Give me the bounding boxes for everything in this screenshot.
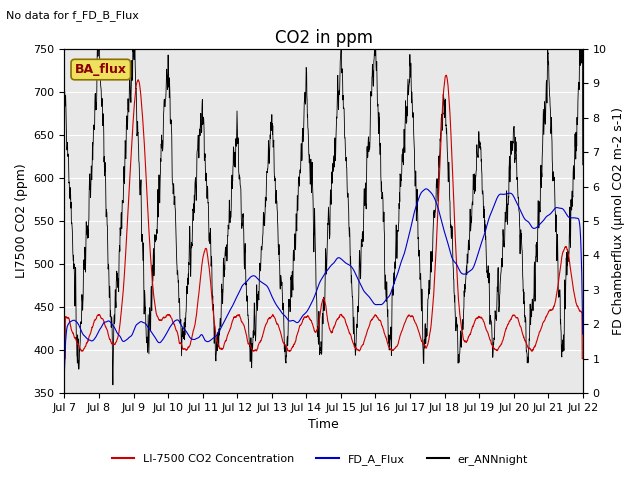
Text: BA_flux: BA_flux [75,63,127,76]
Y-axis label: FD Chamberflux (μmol CO2 m-2 s-1): FD Chamberflux (μmol CO2 m-2 s-1) [612,107,625,335]
Text: No data for f_FD_B_Flux: No data for f_FD_B_Flux [6,10,140,21]
Legend: LI-7500 CO2 Concentration, FD_A_Flux, er_ANNnight: LI-7500 CO2 Concentration, FD_A_Flux, er… [108,450,532,469]
Title: CO2 in ppm: CO2 in ppm [275,29,372,48]
Y-axis label: LI7500 CO2 (ppm): LI7500 CO2 (ppm) [15,164,28,278]
X-axis label: Time: Time [308,419,339,432]
